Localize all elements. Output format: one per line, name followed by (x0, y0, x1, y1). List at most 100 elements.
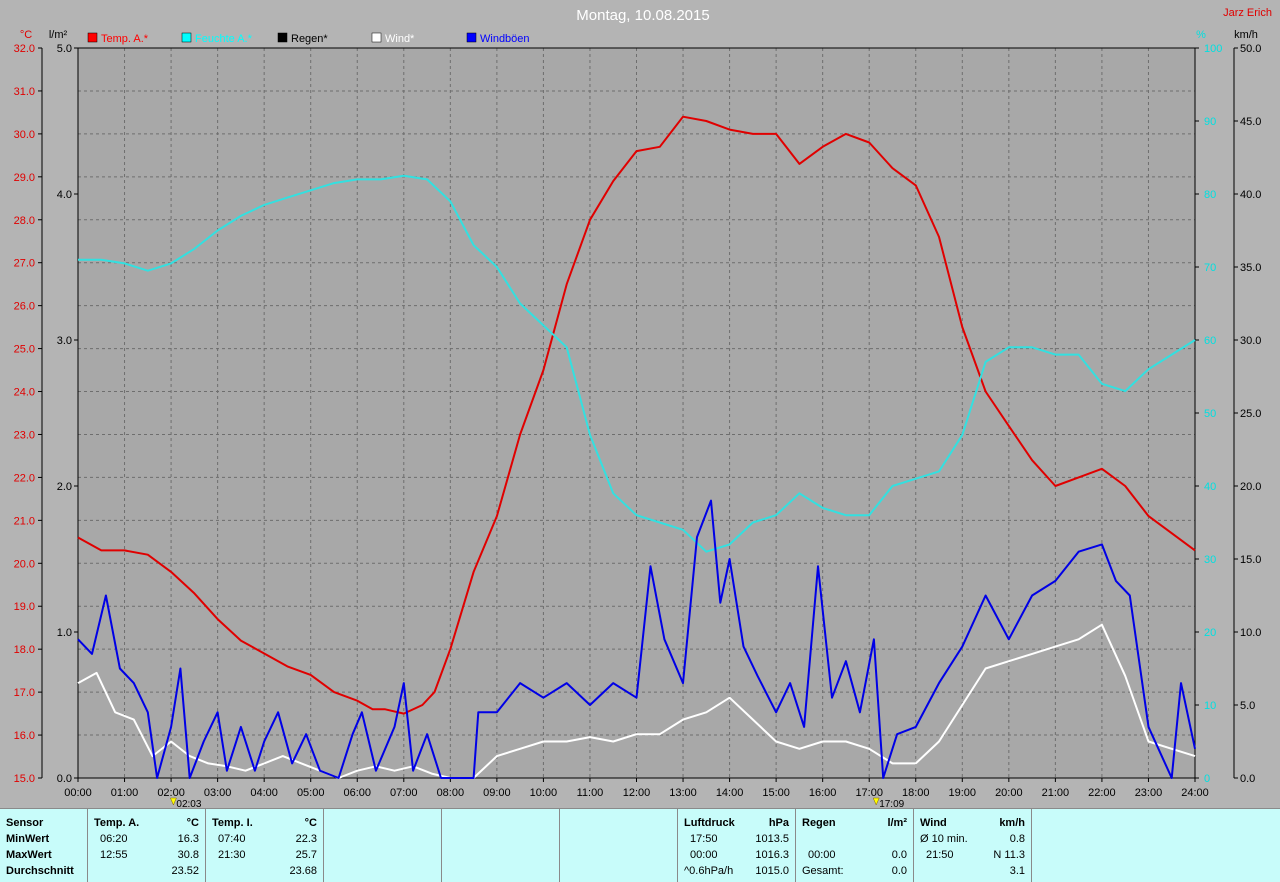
temp-a-unit: °C (186, 817, 199, 829)
legend-swatch (87, 32, 98, 43)
luftdruck-unit: hPa (768, 817, 789, 829)
sensor-column: Sensor MinWert MaxWert Durchschnitt (0, 809, 88, 882)
temp-tick-label: 27.0 (14, 258, 35, 270)
humidity-tick-label: 60 (1204, 335, 1216, 347)
x-tick-label: 13:00 (669, 787, 697, 799)
temp-tick-label: 20.0 (14, 558, 35, 570)
axes: 15.0 16.0 17.0 18.0 19.0 20.0 21.0 22.0 23.0 24.0… (14, 43, 1262, 808)
marker-icon (872, 797, 880, 806)
temp-a-min-time: 06:20 (100, 833, 128, 845)
x-tick-label: 16:00 (809, 787, 837, 799)
x-tick-label: 05:00 (297, 787, 325, 799)
temp-tick-label: 17.0 (14, 687, 35, 699)
legend-label: Feuchte A.* (195, 33, 253, 45)
wind-tick-label: 5.0 (1240, 700, 1255, 712)
humidity-tick-label: 10 (1204, 700, 1216, 712)
temp-i-column: Temp. I. °C 07:40 22.3 21:30 25.7 23.68 (206, 809, 324, 882)
humidity-tick-label: 70 (1204, 262, 1216, 274)
humidity-tick-label: 40 (1204, 481, 1216, 493)
rain-tick-label: 2.0 (57, 481, 72, 493)
x-tick-label: 04:00 (250, 787, 278, 799)
legend-label: Windböen (480, 33, 530, 45)
temp-i-avg-value: 23.68 (289, 865, 317, 877)
wind-axis-unit: km/h (1234, 29, 1258, 41)
regen-total-value: 0.0 (891, 865, 907, 877)
temp-a-max-time: 12:55 (100, 849, 128, 861)
regen-header: Regen (802, 817, 836, 829)
chart-title: Montag, 10.08.2015 (576, 7, 709, 24)
temp-tick-label: 26.0 (14, 301, 35, 313)
temp-i-max-time: 21:30 (218, 849, 246, 861)
regen-total-label: Gesamt: (802, 865, 844, 877)
temp-i-unit: °C (304, 817, 317, 829)
temp-tick-label: 19.0 (14, 601, 35, 613)
empty-column-2 (442, 809, 560, 882)
wind-header: Wind (920, 817, 947, 829)
wind-tick-label: 25.0 (1240, 408, 1261, 420)
legend-label: Temp. A.* (101, 33, 149, 45)
wind-max-time: 21:50 (926, 849, 954, 861)
legend-swatch (181, 32, 192, 43)
temp-tick-label: 22.0 (14, 472, 35, 484)
temp-tick-label: 21.0 (14, 515, 35, 527)
x-tick-label: 10:00 (530, 787, 558, 799)
wind-avg-label: Ø 10 min. (920, 833, 968, 845)
series-line (77, 623, 1196, 779)
humidity-tick-label: 80 (1204, 189, 1216, 201)
series-lines (77, 115, 1196, 779)
luftdruck-avg-value: 1015.0 (755, 865, 789, 877)
regen-unit: l/m² (887, 817, 907, 829)
series-line (78, 174, 1196, 553)
wind-tick-label: 30.0 (1240, 335, 1261, 347)
temp-tick-label: 30.0 (14, 129, 35, 141)
x-tick-label: 18:00 (902, 787, 930, 799)
rain-tick-label: 1.0 (57, 627, 72, 639)
rain-tick-label: 0.0 (57, 773, 72, 785)
wind-tick-label: 20.0 (1240, 481, 1261, 493)
temp-a-header: Temp. A. (94, 817, 140, 829)
temp-tick-label: 31.0 (14, 86, 35, 98)
temp-tick-label: 16.0 (14, 730, 35, 742)
temp-tick-label: 25.0 (14, 344, 35, 356)
luftdruck-max-time: 00:00 (690, 849, 718, 861)
temp-a-max-value: 30.8 (177, 849, 199, 861)
rain-tick-label: 3.0 (57, 335, 72, 347)
x-tick-label: 02:00 (157, 787, 185, 799)
temp-tick-label: 28.0 (14, 215, 35, 227)
humidity-tick-label: 30 (1204, 554, 1216, 566)
temp-tick-label: 15.0 (14, 773, 35, 785)
legend-swatch (277, 32, 288, 43)
humidity-tick-label: 50 (1204, 408, 1216, 420)
temp-a-avg-value: 23.52 (171, 865, 199, 877)
series-line (77, 115, 1196, 715)
temp-axis-unit: °C (20, 29, 32, 41)
x-tick-label: 23:00 (1135, 787, 1163, 799)
temp-i-header: Temp. I. (212, 817, 253, 829)
luftdruck-min-time: 17:50 (690, 833, 718, 845)
author-label: Jarz Erich (1223, 7, 1272, 19)
luftdruck-column: Luftdruck hPa 17:50 1013.5 00:00 1016.3 … (678, 809, 796, 882)
legend-swatch (466, 32, 477, 43)
wind-tick-label: 40.0 (1240, 189, 1261, 201)
wind-max-value: N 11.3 (993, 849, 1025, 861)
rain-tick-label: 5.0 (57, 43, 72, 55)
marker-icon (170, 797, 177, 806)
sensor-header: Sensor (6, 817, 44, 829)
temp-tick-label: 32.0 (14, 43, 35, 55)
temp-tick-label: 24.0 (14, 387, 35, 399)
row-label-min: MinWert (6, 833, 50, 845)
temp-i-min-time: 07:40 (218, 833, 246, 845)
x-tick-label: 11:00 (577, 787, 604, 799)
wind-tick-label: 45.0 (1240, 116, 1261, 128)
empty-column-3 (560, 809, 678, 882)
legend-swatch (371, 32, 382, 43)
wind-column: Wind km/h Ø 10 min. 0.8 21:50 N 11.3 3.1 (914, 809, 1032, 882)
x-tick-label: 01:00 (111, 787, 139, 799)
empty-column-1 (324, 809, 442, 882)
chart-legend: Temp. A.* Feuchte A.* Regen* Wind* Windböen (87, 32, 530, 45)
statistics-table: Sensor MinWert MaxWert Durchschnitt Temp… (0, 808, 1280, 882)
x-tick-label: 03:00 (204, 787, 232, 799)
x-tick-label: 20:00 (995, 787, 1023, 799)
humidity-tick-label: 20 (1204, 627, 1216, 639)
temp-tick-label: 23.0 (14, 429, 35, 441)
